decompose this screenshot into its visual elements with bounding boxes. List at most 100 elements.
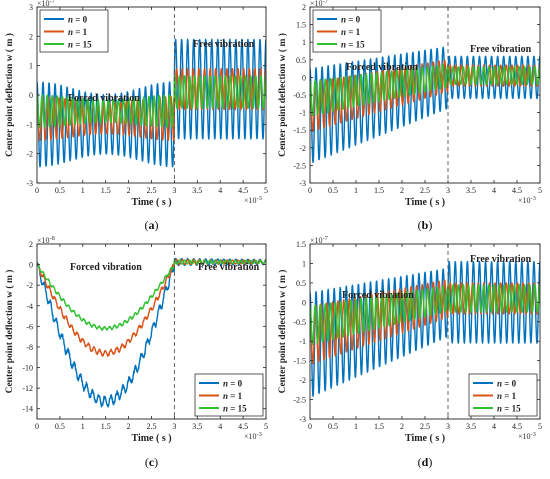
x-tick-label: 0.5 [328,186,338,195]
y-tick-label: 2 [29,32,33,41]
y-axis-label: Center point deflection w ( m ) [277,270,288,394]
y-tick-label: 0 [29,91,33,100]
x-tick-label: 4 [492,422,496,431]
x-tick-label: 3 [446,186,450,195]
x-axis-label: Time ( s ) [405,197,445,208]
x-tick-label: 1 [354,422,358,431]
x-tick-label: 3 [172,422,176,431]
annotation-forced-vibration: Forced vibration [70,262,142,273]
y-exponent-label: ×10-7 [310,0,329,8]
x-tick-label: 3.5 [466,186,476,195]
y-tick-label: 0.5 [296,56,306,65]
y-tick-label: -1 [299,337,306,346]
y-tick-label: -4 [26,302,33,311]
chart-panel-3: 0 0.5 1 1.5 2 2.5 3 3.5 4 4.5 5 -14 -12 -10 -8 -6 -4 -2 0 2… [4,235,268,469]
y-tick-label: -6 [26,322,33,331]
series-lines [37,38,266,168]
legend-label: n = 1 [68,27,88,37]
x-tick-label: 1.5 [374,422,384,431]
y-tick-label: 1.5 [296,240,306,249]
series-lines [310,46,540,164]
x-tick-label: 0.5 [328,422,338,431]
annotation-free-vibration: Free vibration [193,39,255,50]
x-tick-label: 0 [308,422,312,431]
x-tick-label: 3 [172,186,176,195]
x-tick-label: 2.5 [147,186,157,195]
series-line-n-15 [37,75,266,128]
x-axis-label: Time ( s ) [405,433,445,444]
series-line-n-15 [310,284,540,346]
x-tick-label: 4 [218,186,222,195]
x-tick-label: 0.5 [55,422,65,431]
x-tick-label: 1.5 [374,186,384,195]
x-tick-label: 5 [538,422,542,431]
y-tick-label: -1.5 [293,357,306,366]
chart-panel-2: 0 0.5 1 1.5 2 2.5 3 3.5 4 4.5 5 -3 -2.5 -2 -1.5 -1 -0.5 0… [277,0,542,232]
y-tick-label: -3 [299,179,306,188]
y-axis-label: Center point deflection w ( m ) [4,270,15,394]
x-tick-label: 1 [81,422,85,431]
x-axis-label: Time ( s ) [131,433,171,444]
y-axis-label: Center point deflection w ( m ) [277,33,288,157]
y-tick-label: -1.5 [293,126,306,135]
chart-panel-4: 0 0.5 1 1.5 2 2.5 3 3.5 4 4.5 5 -3 -2.5 -2 -1.5 -1 -0.5 0… [277,235,542,469]
y-tick-label: -2 [299,376,306,385]
annotation-free-vibration: Free vibration [470,254,532,265]
y-axis-label: Center point deflection w ( m ) [4,33,15,157]
y-tick-label: 2 [302,3,306,12]
legend: n = 0 n = 1 n = 15 [39,9,109,53]
x-tick-label: 2 [400,422,404,431]
x-tick-label: 4.5 [512,422,522,431]
y-tick-label: -2 [26,281,33,290]
y-tick-label: -2.5 [293,161,306,170]
x-tick-label: 1.5 [101,422,111,431]
y-tick-label: -0.5 [293,91,306,100]
annotation-forced-vibration: Forced vibration [68,93,140,104]
panel-label: (d) [418,455,433,469]
y-tick-label: -2 [26,150,33,159]
y-tick-label: -10 [22,364,33,373]
y-tick-label: 2 [29,240,33,249]
series-line-n-1 [37,67,266,142]
series-lines [37,257,266,408]
legend-label: n = 1 [341,27,361,37]
legend-label: n = 1 [223,391,243,401]
x-tick-label: 3 [446,422,450,431]
legend-label: n = 0 [497,379,517,389]
y-tick-label: 1 [29,62,33,71]
series-line-n-1 [310,279,540,365]
chart-panel-1: 0 0.5 1 1.5 2 2.5 3 3.5 4 4.5 5 -3 -2 -1 0 1 2 3 ×10-7 ×10-… [4,0,268,232]
series-line-n-0 [310,46,540,164]
x-tick-label: 2 [127,186,131,195]
legend-label: n = 1 [497,391,517,401]
y-tick-label: 0 [302,73,306,82]
x-tick-label: 5 [538,186,542,195]
y-tick-label: -1 [26,120,33,129]
x-tick-label: 1 [81,186,85,195]
x-exponent-label: ×10-3 [244,431,262,441]
x-tick-label: 2.5 [147,422,157,431]
series-line-n-1 [310,59,540,132]
x-tick-label: 3.5 [192,422,202,431]
annotation-forced-vibration: Forced vibration [342,290,414,301]
y-tick-label: -2.5 [293,396,306,405]
series-line-n-15 [310,64,540,117]
series-line-n-0 [310,260,540,397]
x-exponent-label: ×10-3 [518,195,536,205]
y-tick-label: 0 [29,261,33,270]
y-tick-label: 3 [29,3,33,12]
panel-label: (b) [418,218,433,232]
y-tick-label: -1 [299,109,306,118]
y-tick-label: 1 [302,38,306,47]
x-axis-label: Time ( s ) [131,197,171,208]
y-tick-label: -0.5 [293,318,306,327]
x-tick-label: 3.5 [192,186,202,195]
y-tick-label: -3 [26,179,33,188]
x-tick-label: 3.5 [466,422,476,431]
x-tick-label: 4 [218,422,222,431]
x-tick-label: 0 [35,186,39,195]
y-exponent-label: ×10-7 [37,0,56,8]
y-tick-label: 1.5 [296,21,306,30]
series-line-n-1 [37,258,266,357]
